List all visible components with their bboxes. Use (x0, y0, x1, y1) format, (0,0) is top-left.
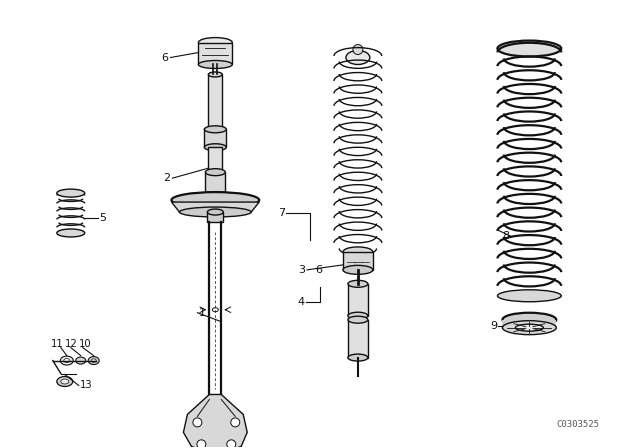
Bar (343, 252, 373, 270)
Ellipse shape (502, 321, 556, 335)
Ellipse shape (497, 41, 561, 56)
Ellipse shape (209, 72, 222, 77)
Text: 13: 13 (80, 380, 92, 391)
Text: 3: 3 (298, 265, 305, 275)
Ellipse shape (348, 280, 368, 287)
Ellipse shape (60, 356, 73, 365)
Text: 12: 12 (65, 339, 77, 349)
Ellipse shape (207, 209, 223, 215)
Text: 10: 10 (79, 339, 91, 349)
Bar (348, 320, 368, 358)
Ellipse shape (172, 192, 259, 208)
Ellipse shape (198, 38, 232, 47)
Bar (204, 129, 227, 147)
Ellipse shape (64, 358, 70, 362)
Ellipse shape (348, 316, 368, 323)
Text: 4: 4 (298, 297, 305, 307)
Ellipse shape (346, 51, 370, 65)
Bar (209, 147, 222, 172)
Ellipse shape (179, 207, 252, 217)
Text: 6: 6 (315, 265, 322, 275)
Text: 5: 5 (99, 213, 106, 223)
Ellipse shape (497, 290, 561, 302)
Polygon shape (172, 202, 259, 212)
Ellipse shape (205, 169, 225, 176)
Ellipse shape (76, 357, 86, 364)
Ellipse shape (348, 354, 368, 361)
Bar (348, 284, 368, 316)
Ellipse shape (343, 265, 373, 274)
Circle shape (197, 440, 206, 448)
Ellipse shape (348, 312, 368, 319)
Ellipse shape (205, 197, 225, 203)
Ellipse shape (92, 359, 96, 362)
Text: 2: 2 (163, 173, 170, 183)
Ellipse shape (515, 324, 543, 331)
Circle shape (193, 418, 202, 427)
Circle shape (353, 44, 363, 55)
Bar (209, 74, 222, 129)
Circle shape (231, 418, 240, 427)
Ellipse shape (57, 189, 84, 197)
Ellipse shape (343, 247, 373, 257)
Ellipse shape (88, 357, 99, 365)
Ellipse shape (204, 144, 227, 151)
Bar (198, 43, 232, 65)
Text: 7: 7 (278, 208, 285, 218)
Text: 8: 8 (502, 231, 509, 241)
Ellipse shape (61, 379, 68, 384)
Bar (205, 172, 225, 200)
Polygon shape (184, 395, 247, 448)
Ellipse shape (204, 126, 227, 133)
Text: 11: 11 (51, 339, 63, 349)
Ellipse shape (198, 60, 232, 69)
Ellipse shape (212, 308, 218, 312)
Ellipse shape (57, 376, 73, 387)
Text: C0303525: C0303525 (556, 420, 599, 429)
Bar (207, 212, 223, 222)
Bar (502, 320, 556, 327)
Ellipse shape (57, 229, 84, 237)
Text: 6: 6 (161, 52, 168, 63)
Text: 9: 9 (490, 321, 497, 331)
Ellipse shape (502, 313, 556, 327)
Circle shape (227, 440, 236, 448)
Text: 1: 1 (198, 308, 205, 318)
